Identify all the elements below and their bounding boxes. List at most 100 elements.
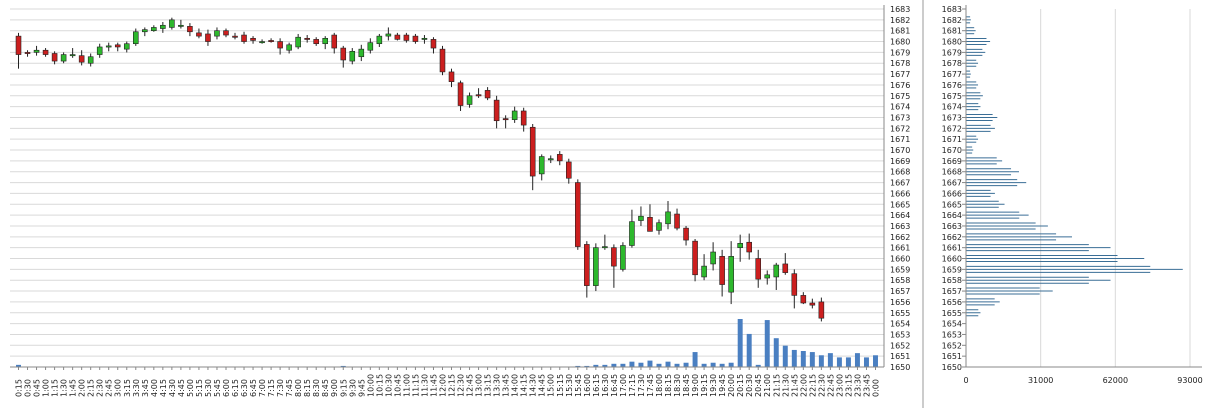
candle-down xyxy=(232,35,238,38)
profile-price-label: 1653 xyxy=(942,330,962,339)
profile-price-label: 1662 xyxy=(942,233,962,242)
profile-gridlines xyxy=(965,9,1191,367)
candle-down xyxy=(196,32,202,37)
volume-bar xyxy=(800,351,806,367)
candle-down xyxy=(502,118,509,121)
profile-price-label: 1674 xyxy=(942,103,962,112)
profile-price-label: 1657 xyxy=(942,287,962,296)
profile-price-label: 1650 xyxy=(942,363,962,372)
profile-price-label: 1673 xyxy=(942,113,962,122)
profile-price-label: 1654 xyxy=(942,320,962,329)
volume-bar xyxy=(782,345,788,367)
candle-down xyxy=(782,263,789,273)
candle-up xyxy=(349,51,356,62)
candle-up xyxy=(728,256,734,293)
time-tick-label: 8:00 xyxy=(294,379,303,397)
volume-bar xyxy=(863,357,869,367)
candle-up xyxy=(620,245,626,270)
time-tick-label: 20:45 xyxy=(754,374,763,397)
time-tick-label: 23:15 xyxy=(844,374,853,397)
time-tick-label: 9:45 xyxy=(357,379,366,397)
time-tick-label: 12:45 xyxy=(466,374,475,397)
time-tick-label: 1:00 xyxy=(42,379,51,397)
candle-down xyxy=(647,216,653,232)
volume-bar xyxy=(764,320,770,367)
time-tick-label: 17:15 xyxy=(628,374,637,397)
candle-down xyxy=(51,53,58,62)
volume-bar xyxy=(593,364,599,367)
candle-down xyxy=(484,90,491,99)
candle-up xyxy=(87,56,94,64)
volume-bar xyxy=(611,363,617,367)
volume-bar xyxy=(638,362,644,367)
time-tick-label: 4:15 xyxy=(159,379,168,397)
time-tick-label: 18:00 xyxy=(655,374,664,397)
time-tick-label: 7:15 xyxy=(267,379,276,397)
volume-bar xyxy=(656,363,662,367)
candle-down xyxy=(114,44,121,48)
time-tick-label: 19:30 xyxy=(709,374,718,397)
time-tick-label: 5:00 xyxy=(186,379,195,397)
volume-bar xyxy=(755,364,761,367)
price-tick-label: 1669 xyxy=(890,157,910,166)
price-tick-label: 1674 xyxy=(890,103,910,112)
price-tick-label: 1680 xyxy=(890,38,910,47)
price-tick-label: 1682 xyxy=(890,16,910,25)
time-tick-label: 19:00 xyxy=(691,374,700,397)
candle-up xyxy=(466,95,473,105)
candle-up xyxy=(665,211,671,225)
candle-up xyxy=(214,30,220,37)
time-tick-label: 10:45 xyxy=(393,374,402,397)
price-tick-label: 1661 xyxy=(890,244,910,253)
candle-down xyxy=(566,161,572,179)
profile-price-label: 1675 xyxy=(942,92,962,101)
profile-price-label: 1682 xyxy=(942,16,962,25)
candle-up xyxy=(69,54,76,57)
volume-bar xyxy=(674,363,680,367)
profile-price-label: 1661 xyxy=(942,244,962,253)
time-tick-label: 9:15 xyxy=(339,379,348,397)
time-tick-label: 17:30 xyxy=(637,374,646,397)
time-tick-label: 0:45 xyxy=(33,379,42,397)
volume-bar xyxy=(836,357,842,367)
profile-price-label: 1668 xyxy=(942,168,962,177)
price-tick-label: 1656 xyxy=(890,298,910,307)
volume-bars xyxy=(16,319,878,367)
candle-up xyxy=(376,35,383,45)
price-tick-label: 1664 xyxy=(890,211,910,220)
time-tick-label: 5:15 xyxy=(195,379,204,397)
time-tick-label: 6:00 xyxy=(222,379,231,397)
time-tick-label: 22:15 xyxy=(808,374,817,397)
candle-up xyxy=(638,215,644,221)
profile-volume-axis: 0 31000 62000 93000 xyxy=(963,366,1203,385)
time-tick-label: 21:15 xyxy=(772,374,781,397)
time-tick-label: 12:15 xyxy=(448,374,457,397)
profile-price-label: 1676 xyxy=(942,81,962,90)
time-tick-label: 1:15 xyxy=(51,379,60,397)
candle-up xyxy=(538,156,545,175)
candle-up xyxy=(773,264,780,278)
time-tick-label: 12:30 xyxy=(457,374,466,397)
candle-down xyxy=(430,39,437,49)
profile-price-label: 1656 xyxy=(942,298,962,307)
candle-up xyxy=(764,274,771,279)
candle-up xyxy=(160,24,166,29)
time-tick-label: 19:15 xyxy=(700,374,709,397)
candle-up xyxy=(169,19,175,28)
candle-up xyxy=(593,247,599,286)
profile-volume-label: 62000 xyxy=(1103,376,1128,385)
candle-up xyxy=(142,29,148,33)
candle-down xyxy=(493,99,500,122)
time-tick-label: 14:15 xyxy=(520,374,529,397)
time-tick-label: 2:15 xyxy=(87,379,96,397)
time-tick-label: 16:30 xyxy=(601,374,610,397)
candle-down xyxy=(520,110,527,126)
volume-bar xyxy=(845,357,851,367)
profile-price-label: 1669 xyxy=(942,157,962,166)
time-tick-label: 14:00 xyxy=(511,374,520,397)
price-tick-label: 1650 xyxy=(890,363,910,372)
candle-down xyxy=(529,126,536,177)
time-tick-label: 3:15 xyxy=(123,379,132,397)
price-tick-label: 1659 xyxy=(890,265,910,274)
